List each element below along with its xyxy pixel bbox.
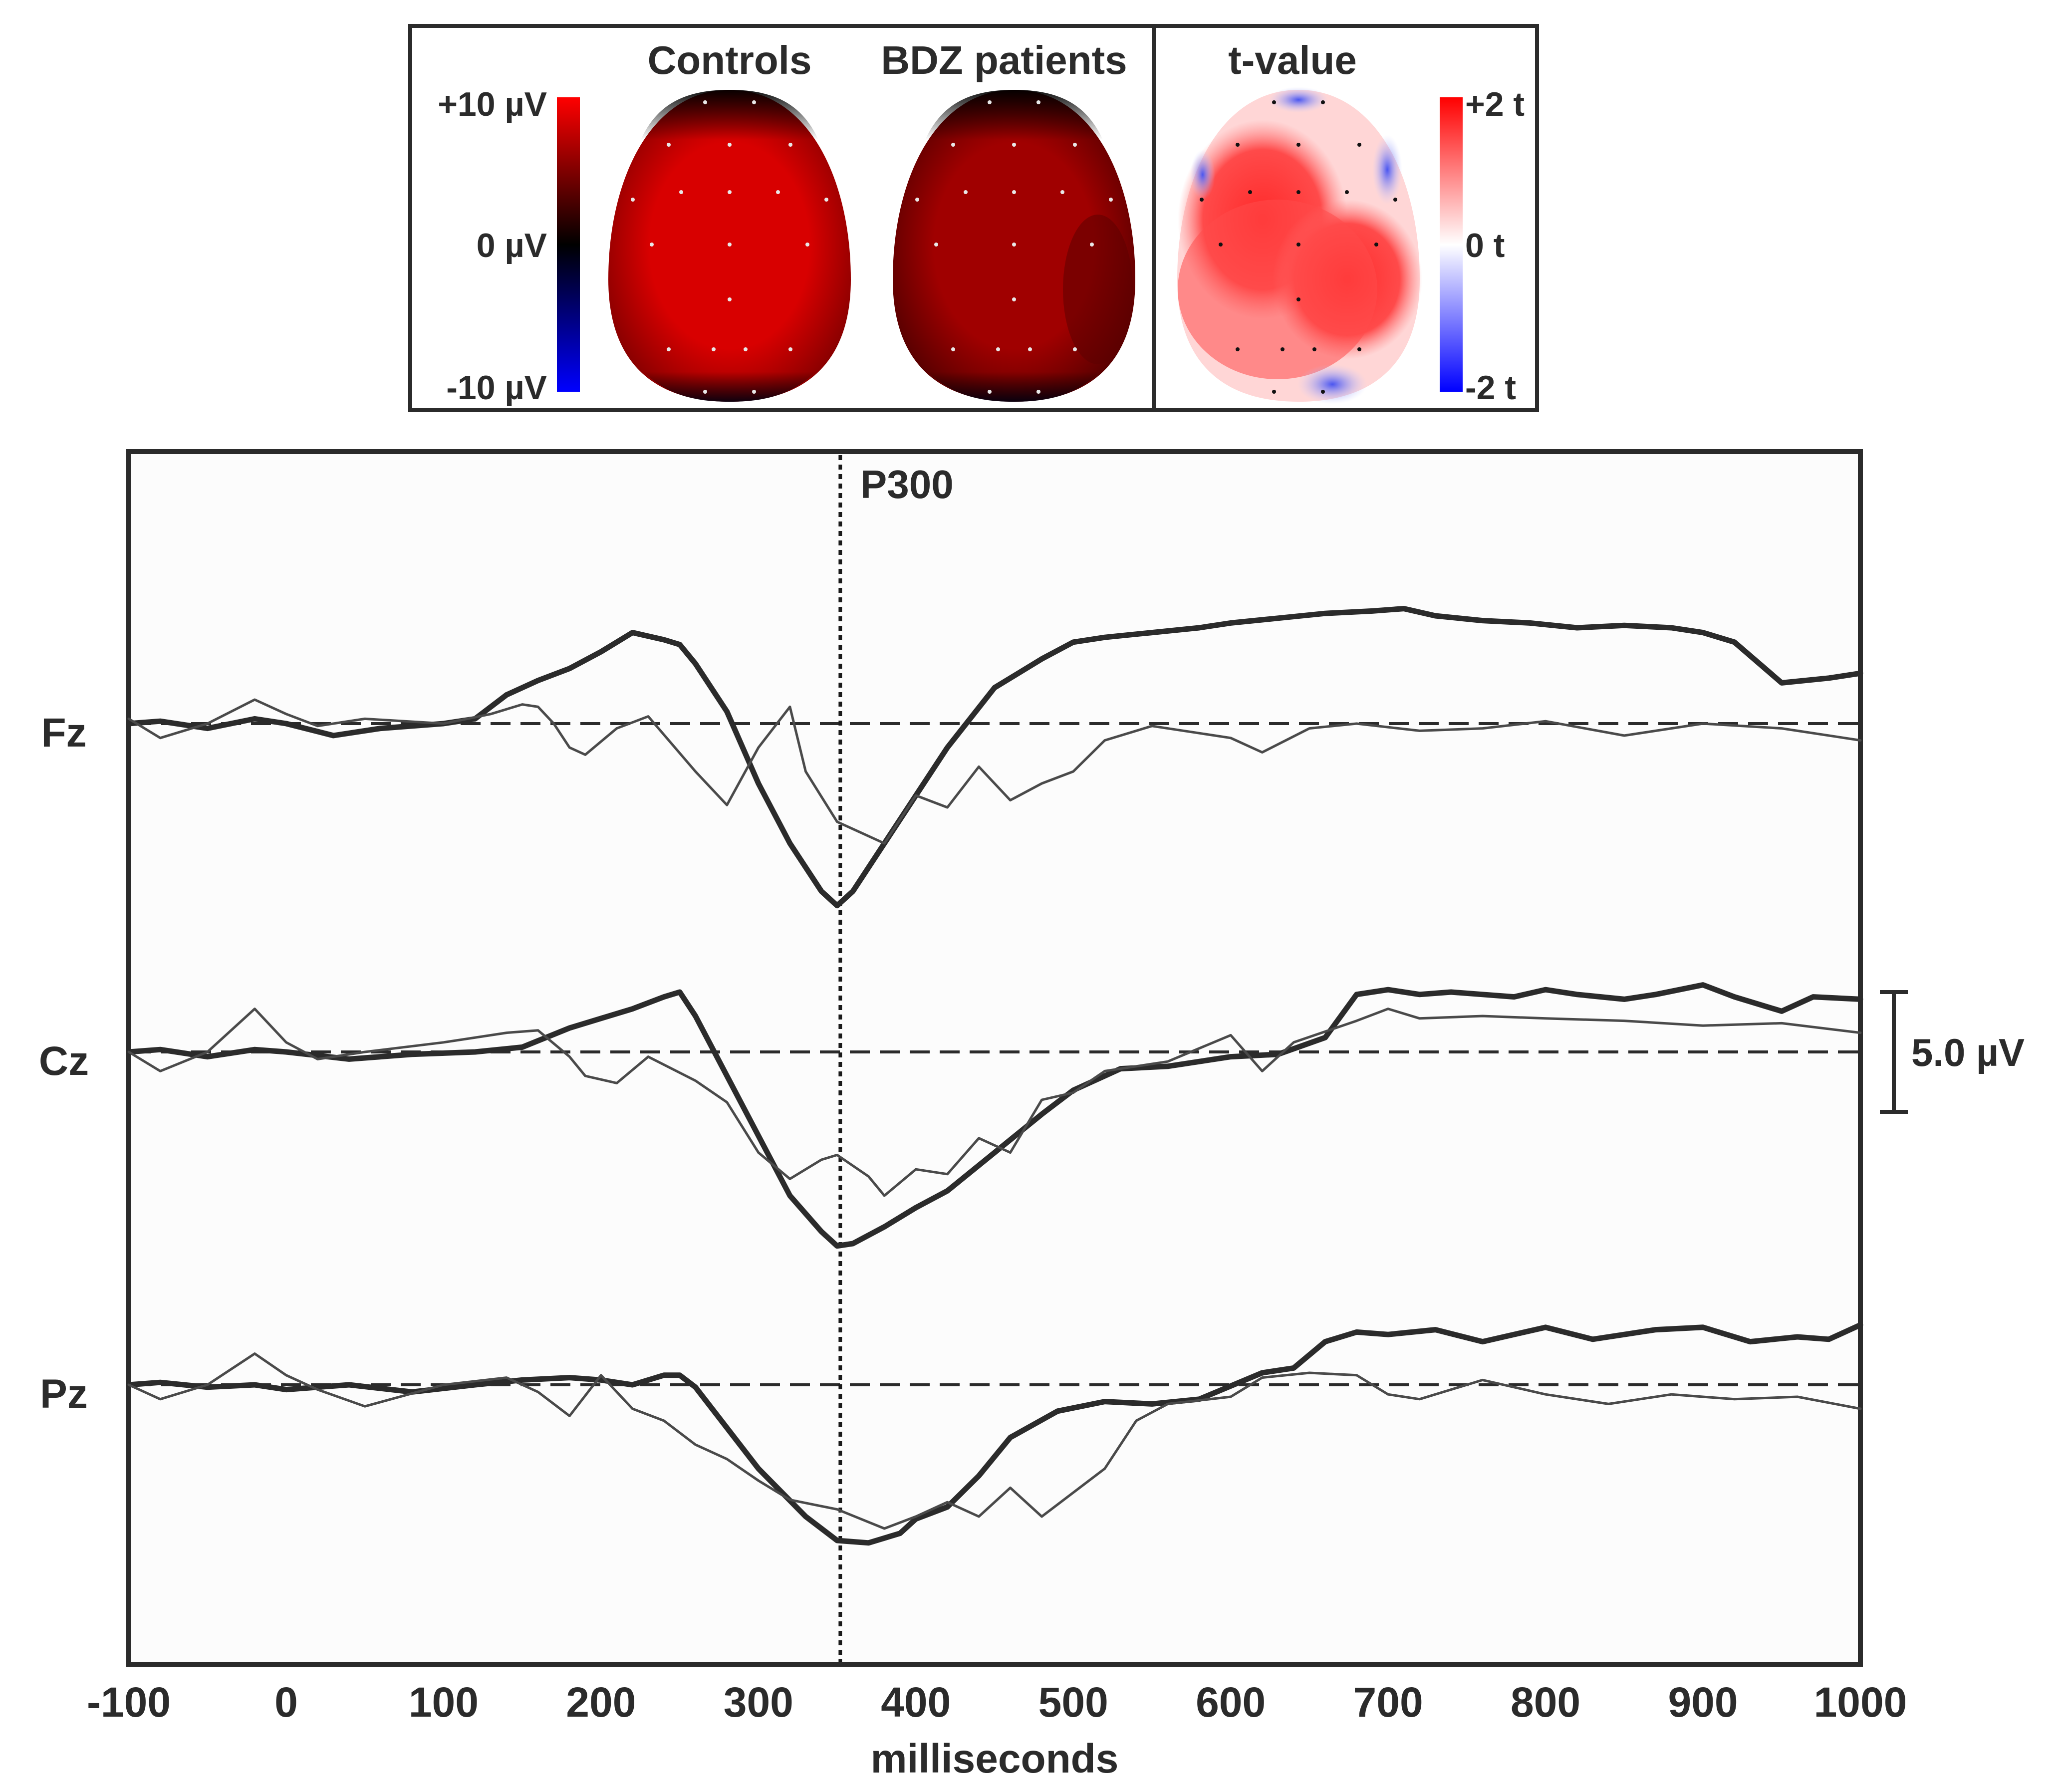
t-colorbar bbox=[1440, 97, 1463, 392]
uv-scale-max: +10 µV bbox=[438, 85, 547, 123]
x-tick-label: 800 bbox=[1511, 1679, 1580, 1726]
trace-cz-thick bbox=[126, 982, 1863, 1249]
t-value-title: t-value bbox=[1228, 38, 1357, 82]
trace-fz-thin bbox=[127, 698, 1862, 845]
channel-label-pz: Pz bbox=[40, 1371, 88, 1417]
x-tick-label: 400 bbox=[881, 1679, 951, 1726]
topomap-panel: Controls BDZ patients t-value +10 µV 0 µ… bbox=[408, 24, 1539, 412]
uv-scale-min: -10 µV bbox=[446, 369, 547, 407]
x-tick-label: -100 bbox=[87, 1679, 171, 1726]
trace-pz-thick bbox=[126, 1322, 1863, 1546]
x-tick-label: 100 bbox=[409, 1679, 479, 1726]
t-scale-max: +2 t bbox=[1465, 85, 1525, 123]
x-tick-label: 700 bbox=[1353, 1679, 1423, 1726]
t-value-head-map bbox=[1177, 87, 1422, 404]
uv-scale-mid: 0 µV bbox=[477, 227, 547, 264]
plot-frame bbox=[126, 449, 1863, 1667]
bdz-patients-title: BDZ patients bbox=[881, 38, 1127, 82]
erp-plot: P300 Fz Cz Pz -100 0 100 200 300 400 500 600 700 80… bbox=[39, 449, 2025, 1782]
channel-label-cz: Cz bbox=[39, 1038, 89, 1084]
p300-marker-label: P300 bbox=[860, 462, 954, 507]
bdz-patients-head-map bbox=[893, 90, 1135, 402]
x-tick-label: 300 bbox=[724, 1679, 793, 1726]
t-scale-min: -2 t bbox=[1465, 369, 1516, 407]
trace-pz-thin bbox=[127, 1352, 1862, 1530]
channel-label-fz: Fz bbox=[41, 710, 86, 756]
x-tick-label: 0 bbox=[274, 1679, 298, 1726]
scale-bar-label: 5.0 µV bbox=[1911, 1030, 2025, 1074]
t-scale-mid: 0 t bbox=[1465, 227, 1505, 264]
uv-colorbar bbox=[557, 97, 580, 392]
x-tick-label: 1000 bbox=[1814, 1679, 1907, 1726]
x-axis-label: milliseconds bbox=[871, 1736, 1119, 1782]
trace-cz-thin bbox=[127, 1008, 1862, 1197]
x-tick-label: 200 bbox=[566, 1679, 636, 1726]
x-tick-label: 600 bbox=[1196, 1679, 1266, 1726]
x-tick-label: 900 bbox=[1668, 1679, 1738, 1726]
controls-title: Controls bbox=[648, 38, 812, 82]
x-tick-label: 500 bbox=[1038, 1679, 1108, 1726]
controls-head-map bbox=[608, 90, 851, 402]
